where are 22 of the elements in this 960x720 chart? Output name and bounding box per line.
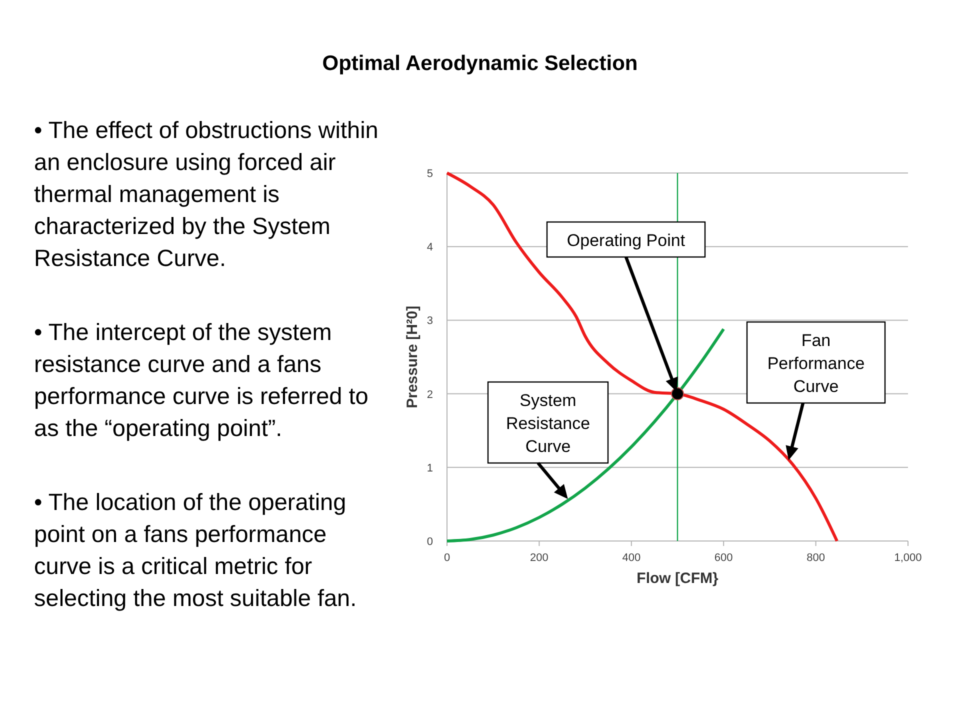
y-tick-label: 0 <box>426 536 433 548</box>
x-tick-label: 0 <box>444 552 450 564</box>
y-tick-label: 3 <box>426 315 433 328</box>
line-series <box>446 328 726 542</box>
x-tick-label: 600 <box>714 552 733 564</box>
x-tick-label: 1,000 <box>894 552 922 564</box>
x-axis-title: Flow [CFM} <box>636 570 718 587</box>
text: • The effect of obstructions within an enclosure using forced air thermal management is characterized by the System Resistance Curve. <box>34 116 380 273</box>
y-tick-label: 4 <box>426 242 433 254</box>
x-tick-label: 400 <box>622 552 641 564</box>
y-tick-label: 2 <box>426 388 433 401</box>
y-tick-label: 1 <box>426 462 433 474</box>
y-axis-title: Pressure [H²0] <box>404 306 421 408</box>
annotation: System Resistance Curve <box>506 391 590 456</box>
y-tick-label: 5 <box>426 168 433 180</box>
annotation: Operating Point <box>566 231 686 250</box>
x-tick-label: 800 <box>806 552 825 564</box>
text: • The location of the operating point on a fans performance curve is a critical metric for selecting the most suitable fan. <box>34 488 358 613</box>
annotation: Fan Performance Curve <box>767 331 865 396</box>
text: • The intercept of the system resistance curve and a fans performance curve is referred to as the “operating point”. <box>34 318 370 443</box>
chart-title: Optimal Aerodynamic Selection <box>322 52 638 75</box>
x-tick-label: 200 <box>530 552 548 564</box>
